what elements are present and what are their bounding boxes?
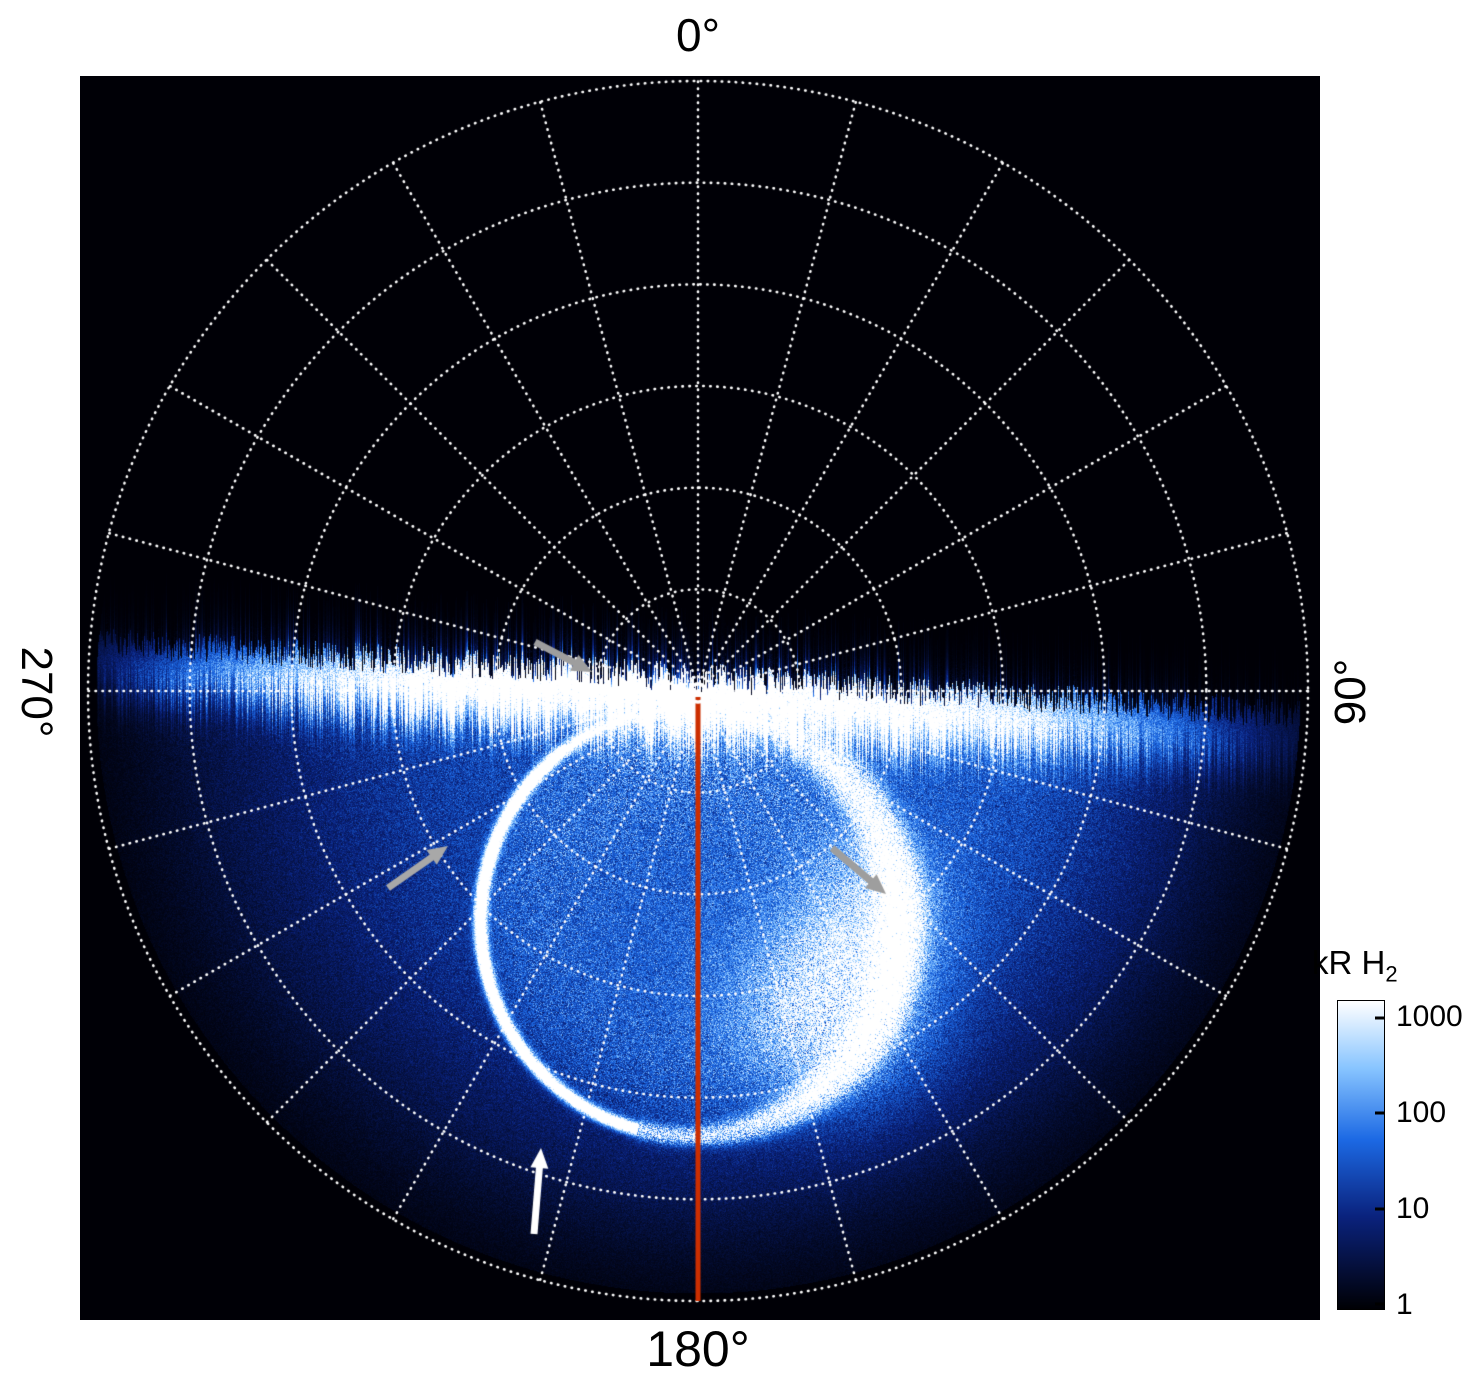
colorbar-title-text: kR H	[1312, 944, 1386, 981]
colorbar-title: kR H2	[1312, 944, 1398, 988]
angle-label-270: 270°	[12, 646, 61, 738]
aurora-polar-plot-canvas	[80, 76, 1320, 1320]
colorbar-tick-label: 100	[1396, 1096, 1447, 1130]
angle-label-0: 0°	[676, 9, 720, 61]
colorbar-tick-label: 1000	[1396, 1000, 1463, 1034]
colorbar-tick-mark	[1375, 1111, 1384, 1115]
colorbar-ticks: 1000 100 10 1	[1396, 1000, 1476, 1321]
colorbar-tick-mark	[1375, 1302, 1384, 1306]
colorbar-title-subscript: 2	[1385, 961, 1398, 987]
colorbar-tick-label: 1	[1396, 1288, 1413, 1322]
colorbar-tick-label: 10	[1396, 1192, 1430, 1226]
colorbar-tick-mark	[1375, 1016, 1384, 1020]
plot-area	[80, 76, 1320, 1320]
colorbar-gradient	[1337, 1000, 1385, 1310]
colorbar-tick-mark	[1375, 1207, 1384, 1211]
angle-label-180: 180°	[646, 1321, 750, 1377]
angle-label-90: 90°	[1326, 658, 1375, 726]
